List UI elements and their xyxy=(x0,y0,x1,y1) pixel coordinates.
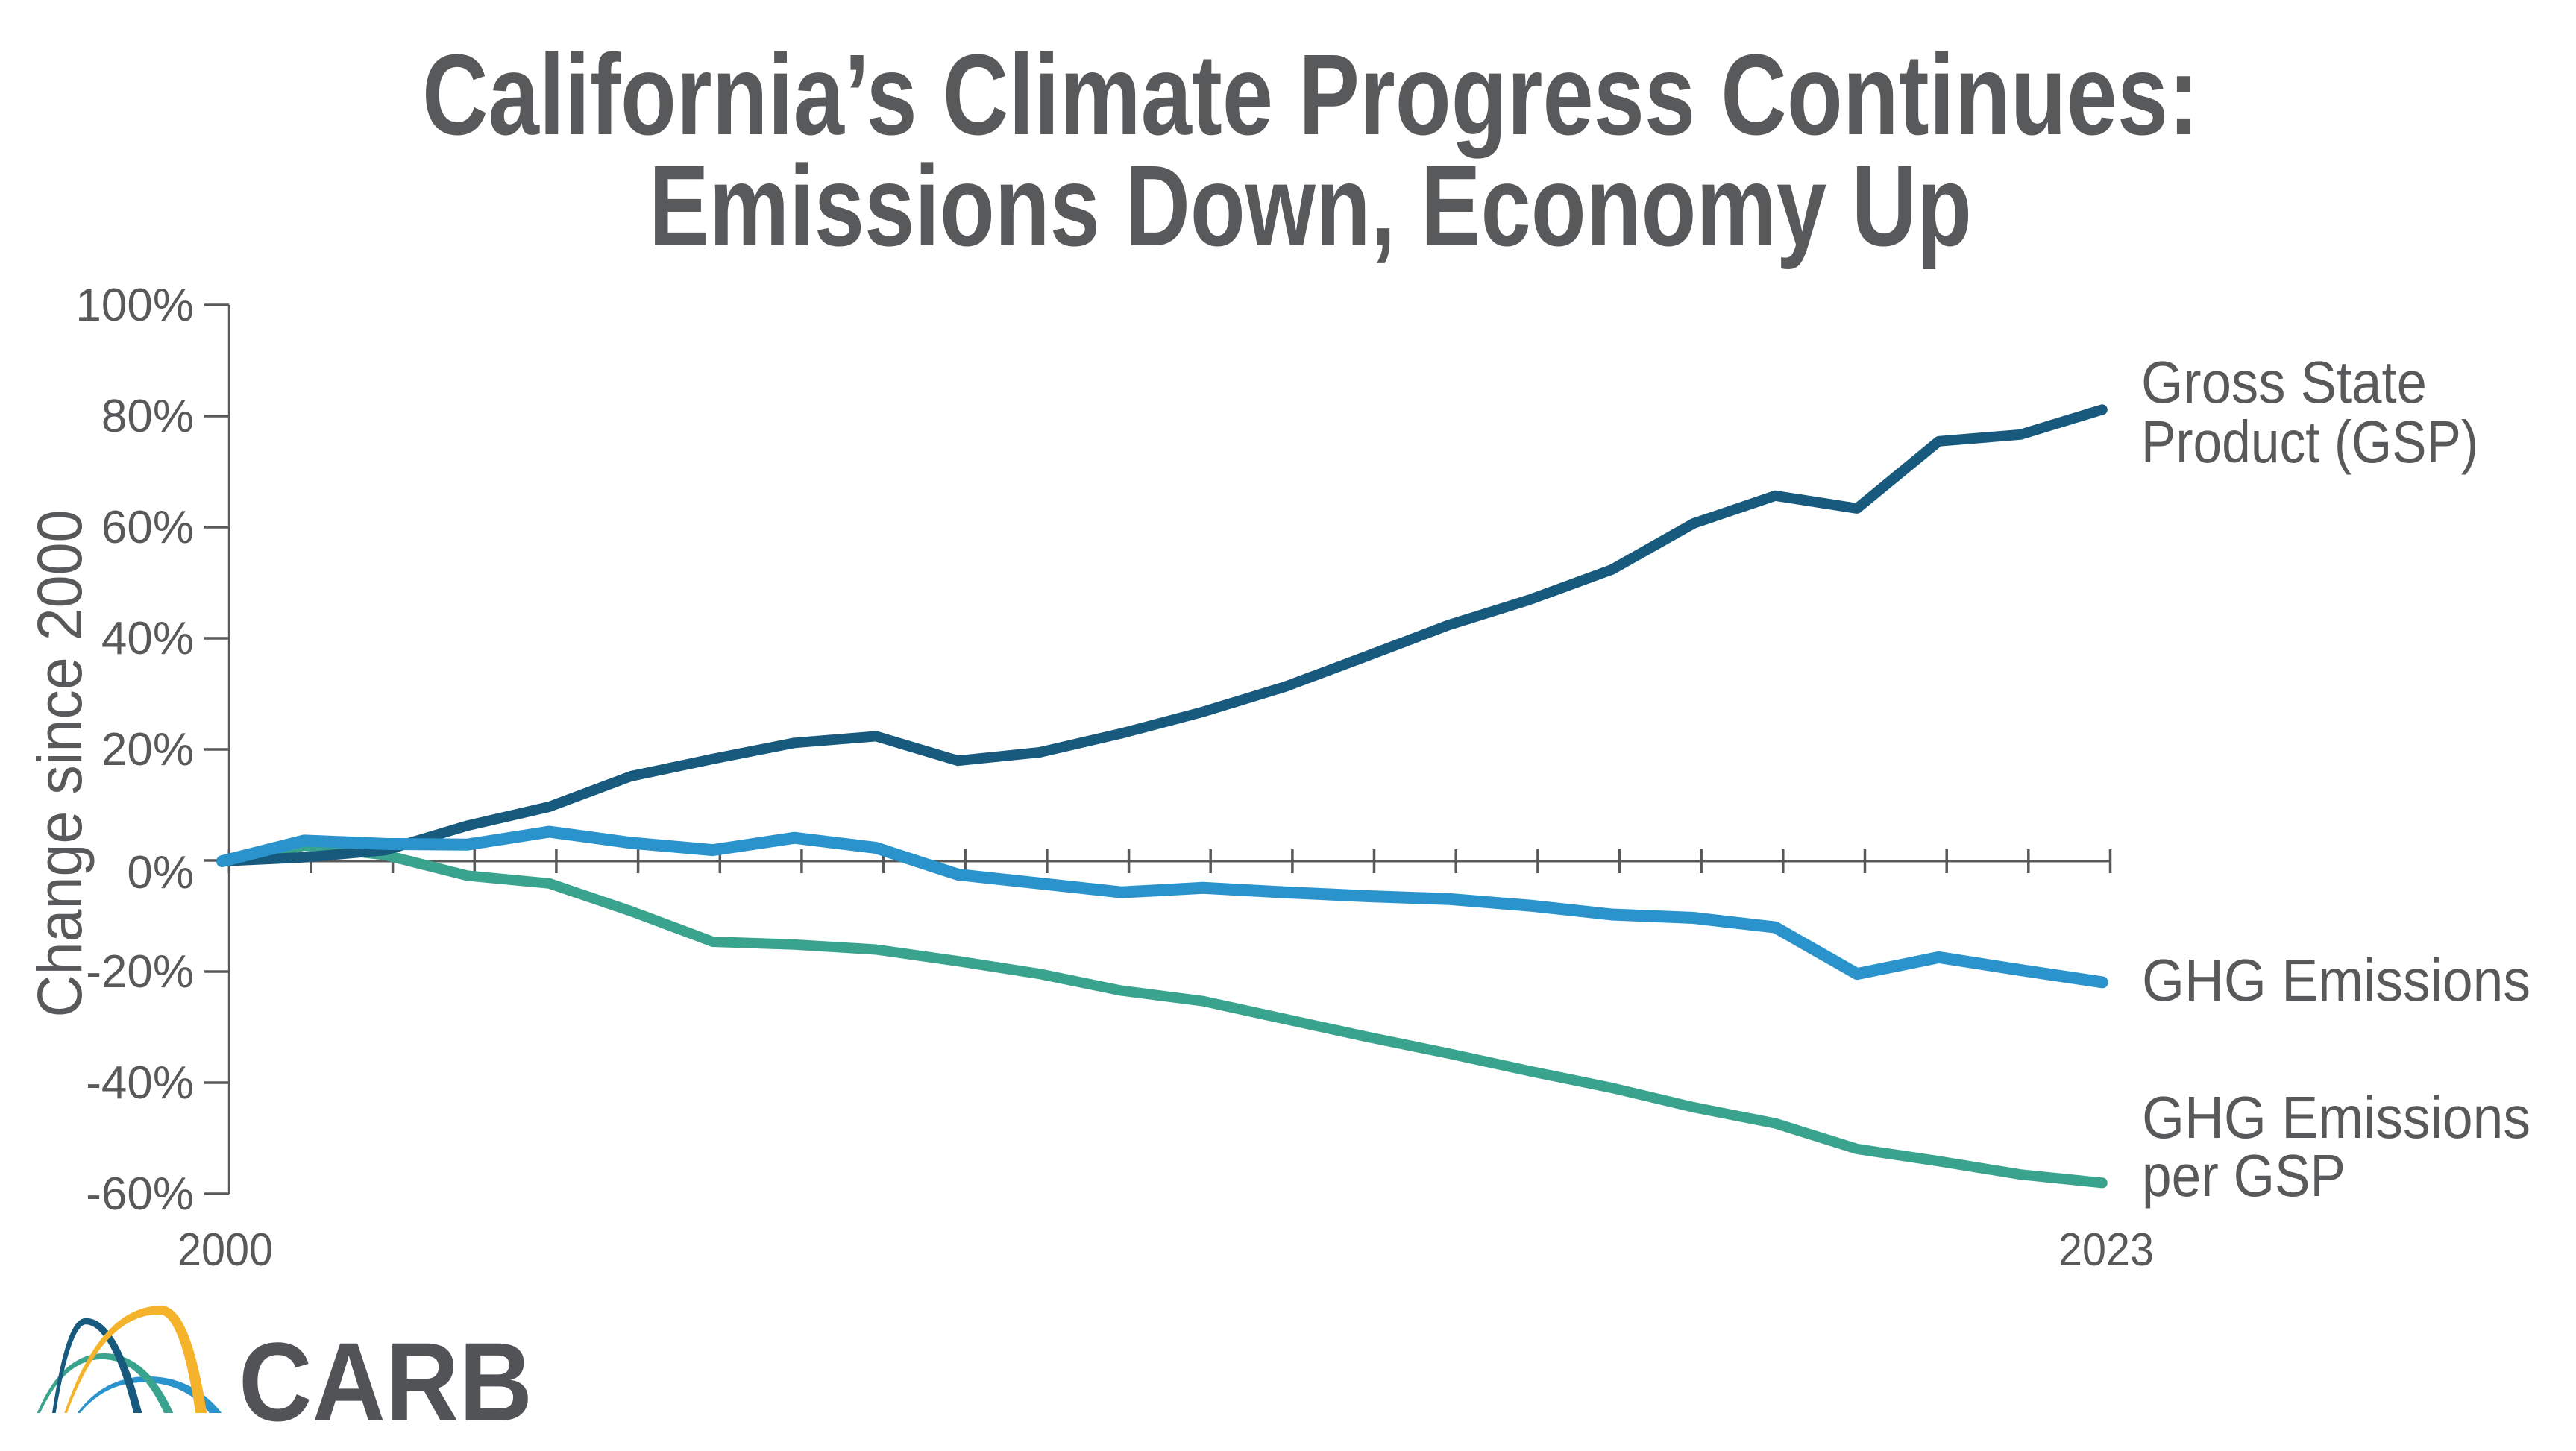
svg-text:Gross State: Gross State xyxy=(2141,349,2427,415)
svg-text:40%: 40% xyxy=(101,613,194,664)
svg-text:-40%: -40% xyxy=(86,1057,194,1109)
svg-text:-60%: -60% xyxy=(86,1168,194,1220)
svg-text:CARB: CARB xyxy=(239,1319,533,1444)
svg-text:0%: 0% xyxy=(127,847,194,898)
svg-text:GHG Emissions: GHG Emissions xyxy=(2142,947,2531,1013)
svg-text:20%: 20% xyxy=(101,724,194,775)
svg-text:-20%: -20% xyxy=(86,946,194,998)
svg-text:Emissions Down, Economy Up: Emissions Down, Economy Up xyxy=(649,142,1972,270)
svg-text:GHG Emissions: GHG Emissions xyxy=(2142,1084,2531,1151)
svg-text:2023: 2023 xyxy=(2058,1224,2154,1276)
svg-text:60%: 60% xyxy=(101,502,194,553)
svg-text:Change since 2000: Change since 2000 xyxy=(25,510,95,1018)
svg-text:80%: 80% xyxy=(101,391,194,442)
svg-text:per GSP: per GSP xyxy=(2142,1142,2346,1209)
svg-text:2000: 2000 xyxy=(178,1224,273,1276)
svg-text:Product (GSP): Product (GSP) xyxy=(2141,409,2478,475)
svg-text:100%: 100% xyxy=(75,280,194,331)
svg-text:California’s Climate Progress: California’s Climate Progress Continues: xyxy=(422,31,2199,159)
